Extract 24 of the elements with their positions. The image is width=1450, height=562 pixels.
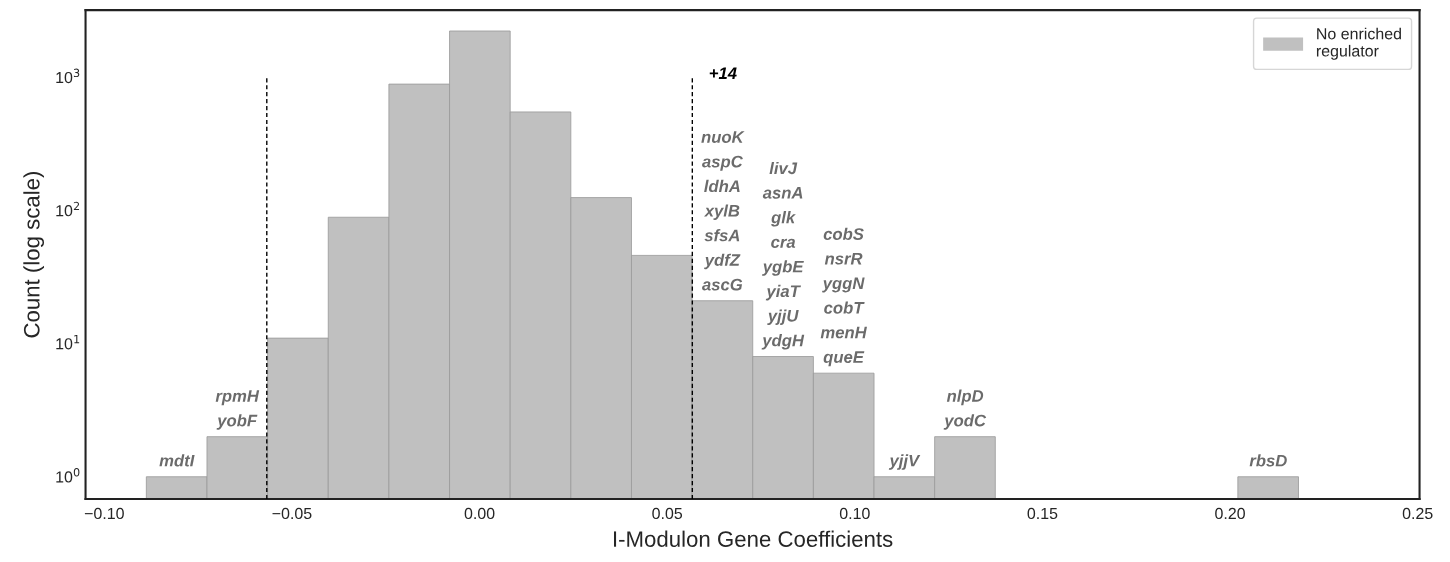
x-tick-label: 0.15 — [1027, 507, 1058, 520]
annotation: rbsD — [1249, 454, 1287, 467]
annotation: +14 — [709, 67, 737, 79]
annotation: nuoK aspC ldhA xylB sfsA ydfZ ascG — [701, 131, 745, 291]
x-tick-label: 0.10 — [839, 507, 870, 520]
legend-label: No enriched regulator — [1316, 27, 1401, 60]
x-tick-label: 0.25 — [1402, 507, 1433, 520]
x-tick-label: 0.20 — [1215, 507, 1245, 520]
y-tick-label: 10$^{0}$ — [56, 468, 80, 483]
annotation: mdtI — [159, 454, 195, 467]
x-tick-label: −0.10 — [84, 507, 124, 520]
y-axis-title: Count (log scale) — [23, 171, 45, 338]
annotation: yjjV — [888, 454, 921, 470]
x-tick-label: 0.00 — [464, 507, 495, 520]
x-axis-title: I-Modulon Gene Coefficients — [613, 530, 893, 547]
annotation: nlpD yodC — [943, 389, 987, 430]
annotation: livJ asnA glk cra ygbE yiaT yjjU ydgH — [761, 161, 805, 350]
annotation: rpmH yobF — [215, 390, 260, 430]
x-tick-label: −0.05 — [272, 507, 312, 520]
annotation: cobS nsrR yggN cobT menH queE — [820, 227, 867, 367]
y-tick-label: 10$^{1}$ — [56, 335, 80, 350]
x-tick-label: 0.05 — [652, 507, 683, 520]
y-tick-label: 10$^{2}$ — [56, 201, 80, 217]
y-tick-label: 10$^{3}$ — [56, 68, 80, 84]
